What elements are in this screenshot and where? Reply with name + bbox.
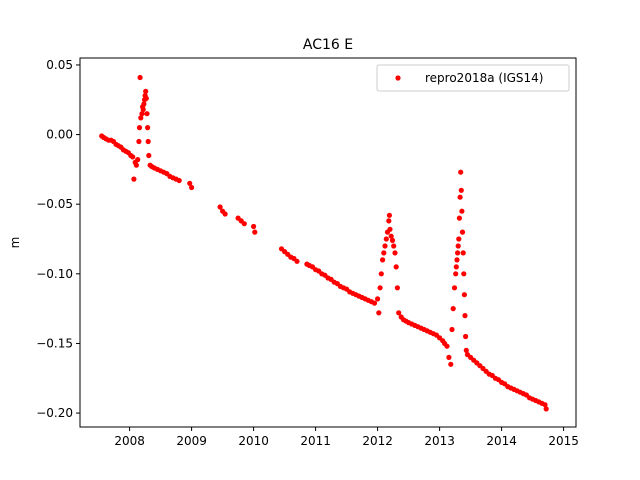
data-point — [454, 257, 460, 263]
data-point — [386, 212, 392, 218]
data-point — [457, 194, 463, 200]
x-axis: 2008 2009 2010 2011 2012 2013 2014 2015 — [114, 427, 579, 448]
data-point — [461, 292, 467, 298]
data-point — [241, 221, 247, 227]
data-point — [453, 271, 459, 277]
data-point — [145, 125, 151, 131]
x-tick-label: 2008 — [114, 434, 145, 448]
data-point — [389, 237, 396, 243]
plot-frame — [79, 57, 577, 428]
y-tick-label: −0.20 — [36, 406, 73, 420]
data-point — [456, 236, 462, 242]
data-point — [251, 223, 257, 230]
data-point — [381, 250, 387, 256]
legend-label: repro2018a (IGS14) — [425, 71, 543, 85]
data-point — [136, 138, 142, 145]
y-tick-label: −0.15 — [36, 336, 73, 350]
data-point — [448, 361, 454, 367]
x-tick-label: 2009 — [176, 434, 207, 448]
data-point — [217, 204, 223, 210]
data-point — [386, 218, 392, 224]
data-point — [135, 157, 141, 163]
data-points — [99, 74, 549, 412]
x-tick-label: 2010 — [238, 434, 269, 448]
y-axis-label: m — [8, 237, 22, 249]
data-point — [458, 169, 464, 175]
data-point — [252, 229, 258, 235]
data-point — [461, 271, 467, 277]
data-point — [459, 208, 465, 214]
data-point — [387, 226, 393, 232]
data-point — [139, 111, 145, 117]
data-point — [131, 176, 137, 182]
data-point — [392, 250, 398, 256]
data-point — [446, 354, 452, 360]
data-point — [444, 343, 450, 349]
legend: repro2018a (IGS14) — [376, 64, 570, 92]
data-point — [377, 285, 383, 291]
data-point — [140, 106, 146, 113]
y-axis: 0.05 0.00 −0.05 −0.10 −0.15 −0.20 — [36, 58, 80, 420]
x-tick-label: 2014 — [486, 434, 517, 448]
data-point — [143, 95, 149, 101]
data-point — [463, 347, 469, 353]
data-point — [382, 243, 388, 249]
data-point — [376, 310, 382, 316]
data-point — [393, 264, 399, 270]
data-point — [294, 258, 300, 264]
data-point — [222, 211, 228, 217]
data-point — [396, 310, 402, 316]
data-point — [138, 115, 144, 121]
data-point — [371, 300, 378, 306]
data-point — [141, 101, 147, 107]
data-point — [145, 138, 151, 145]
data-point — [383, 236, 389, 242]
data-point — [453, 264, 459, 270]
data-point — [456, 215, 462, 221]
data-point — [388, 233, 394, 239]
data-point — [455, 250, 461, 256]
data-point — [133, 162, 139, 168]
data-point — [543, 406, 549, 412]
x-tick-label: 2013 — [424, 434, 455, 448]
data-point — [460, 250, 466, 256]
data-point — [378, 271, 384, 277]
chart-title: AC16 E — [303, 37, 353, 53]
data-point — [394, 285, 400, 291]
x-tick-label: 2015 — [548, 434, 579, 448]
data-point — [462, 313, 468, 319]
data-point — [463, 333, 469, 340]
y-tick-label: −0.05 — [36, 197, 73, 211]
data-point — [187, 180, 193, 186]
y-tick-label: 0.05 — [46, 58, 73, 72]
data-point — [144, 111, 150, 117]
data-point — [136, 125, 143, 131]
x-tick-label: 2012 — [362, 434, 393, 448]
data-point — [451, 285, 458, 291]
data-point — [458, 187, 464, 193]
data-point — [391, 243, 397, 249]
data-point — [189, 184, 195, 191]
data-point — [130, 154, 136, 160]
x-tick-label: 2011 — [300, 434, 331, 448]
legend-box — [376, 64, 570, 92]
legend-marker — [395, 75, 401, 81]
data-point — [449, 326, 455, 333]
data-point — [542, 402, 548, 408]
data-point — [380, 257, 386, 263]
data-point — [143, 88, 149, 94]
data-point — [459, 229, 466, 235]
data-point — [450, 306, 456, 312]
data-point — [375, 296, 381, 302]
data-point — [137, 74, 143, 81]
data-point — [455, 243, 461, 249]
data-point — [146, 152, 152, 159]
data-point — [176, 177, 182, 184]
y-tick-label: −0.10 — [36, 267, 73, 281]
y-tick-label: 0.00 — [46, 128, 73, 142]
